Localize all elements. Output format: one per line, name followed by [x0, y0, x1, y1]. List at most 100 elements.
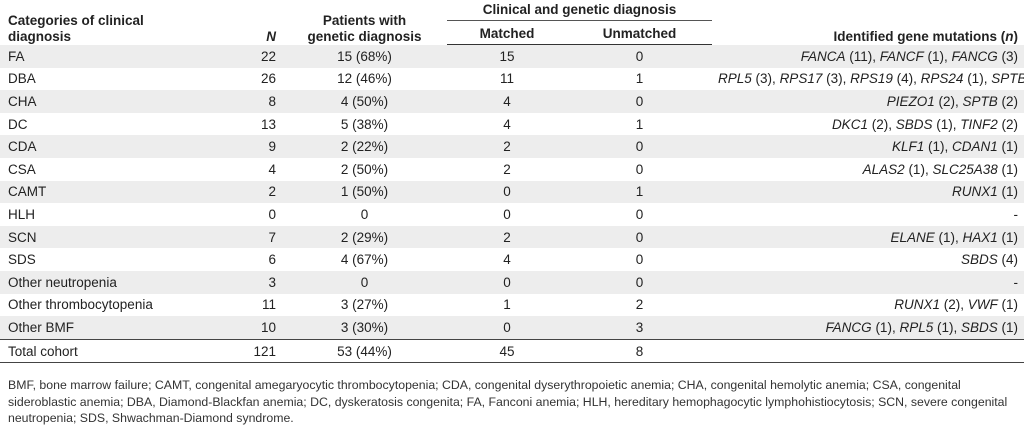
patients-cell: 12 (46%) [337, 71, 392, 87]
genes-cell: RUNX1 (1) [712, 180, 1024, 204]
gene-name: ELANE [890, 229, 935, 245]
table-row: HLH 0 0 0 0 - [0, 203, 1024, 226]
gene-count: (1) [997, 297, 1019, 313]
gene-count: (1) [997, 229, 1019, 245]
gene-count: (1), [924, 139, 952, 155]
category-cell: DBA [8, 71, 36, 87]
total-n: 121 [200, 338, 282, 364]
unmatched-cell: 0 [635, 161, 644, 177]
genes-cell: RPL5 (3), RPS17 (3), RPS19 (4), RPS24 (1… [712, 68, 1024, 91]
genes-cell: - [712, 203, 1024, 226]
patients-cell: 3 (27%) [340, 297, 389, 313]
n-cell: 4 [268, 161, 276, 177]
category-cell: CAMT [0, 180, 200, 204]
unmatched-cell: 0 [635, 206, 644, 222]
gene-name: RUNX1 [952, 184, 998, 200]
n-cell: 9 [200, 135, 282, 158]
patients-cell: 2 (22%) [282, 135, 447, 158]
header-group-clinical-genetic: Clinical and genetic diagnosis [447, 0, 713, 21]
matched-cell: 0 [447, 316, 567, 340]
n-cell: 11 [261, 297, 276, 313]
genes-cell: - [712, 270, 1024, 294]
n-cell: 22 [200, 44, 282, 68]
unmatched-cell: 0 [567, 44, 713, 68]
gene-name: PIEZO1 [886, 93, 935, 109]
matched-cell: 4 [503, 116, 511, 132]
gene-name: SLC25A38 [932, 161, 998, 177]
patients-cell: 15 (68%) [282, 44, 447, 68]
gene-count: (1), [963, 71, 992, 87]
genes-cell: RUNX1 (2), VWF (1) [712, 294, 1024, 317]
gene-count: (1) [997, 184, 1019, 200]
table-row: DC 13 5 (38%) 4 1 DKC1 (2), SBDS (1), TINF2 (… [0, 113, 1024, 136]
gene-name: HAX1 [962, 229, 998, 245]
matched-cell: 0 [447, 180, 567, 204]
gene-name: SBDS [895, 116, 933, 132]
table-row: DBA 26 12 (46%) 11 1 RPL5 (3), RPS17 (3), RPS… [0, 68, 1024, 91]
gene-name: ALAS2 [862, 161, 905, 177]
gene-name: SBDS [961, 252, 998, 268]
genes-cell: FANCA (11), FANCF (1), FANCG (3) [712, 44, 1024, 68]
category-cell: Other thrombocytopenia [8, 297, 153, 313]
genes-cell: ELANE (1), HAX1 (1) [712, 225, 1024, 249]
patients-cell: 1 (50%) [282, 180, 447, 204]
unmatched-cell: 0 [567, 270, 713, 294]
unmatched-cell: 0 [567, 135, 713, 158]
gene-count: (1) [997, 319, 1019, 335]
table-row: CAMT 2 1 (50%) 0 1 RUNX1 (1) [0, 180, 1024, 204]
matched-cell: 4 [447, 90, 567, 113]
matched-cell: 11 [499, 71, 514, 87]
gene-count: (2), [867, 116, 896, 132]
matched-cell: 1 [503, 297, 511, 313]
matched-cell: 2 [447, 135, 567, 158]
category-cell: FA [0, 44, 200, 68]
matched-cell: 0 [447, 270, 567, 294]
category-cell: Other neutropenia [0, 270, 200, 294]
total-unmatched: 8 [567, 338, 713, 364]
gene-count: (11), [845, 48, 880, 64]
table-row: CDA 9 2 (22%) 2 0 KLF1 (1), CDAN1 (1) [0, 135, 1024, 158]
category-cell: SDS [8, 252, 36, 268]
header-patients: Patients with genetic diagnosis [307, 12, 422, 44]
n-cell: 0 [268, 206, 276, 222]
table-row: Other thrombocytopenia 11 3 (27%) 1 2 RUNX1 (… [0, 294, 1024, 317]
gene-count: (1), [871, 319, 900, 335]
n-cell: 7 [200, 225, 282, 249]
gene-name: FANCG [825, 319, 872, 335]
n-cell: 13 [260, 116, 276, 132]
gene-name: RPS17 [779, 71, 823, 87]
category-cell: Other BMF [0, 316, 200, 340]
genes-cell: DKC1 (2), SBDS (1), TINF2 (2) [712, 113, 1024, 136]
gene-count: (1), [932, 116, 961, 132]
gene-count: (3), [822, 71, 851, 87]
gene-count: (1), [923, 48, 952, 64]
gene-count: (1) [997, 161, 1019, 177]
unmatched-cell: 1 [635, 71, 644, 87]
gene-count: (2), [934, 93, 963, 109]
gene-name: RPL5 [718, 71, 752, 87]
header-matched: Matched [447, 20, 567, 45]
patients-cell: 4 (50%) [282, 90, 447, 113]
gene-name: VWF [967, 297, 998, 313]
matched-cell: 15 [447, 44, 567, 68]
gene-none: - [1013, 206, 1019, 222]
gene-count: (1), [933, 319, 961, 335]
header-unmatched: Unmatched [567, 20, 713, 45]
header-row-1: Categories of clinical diagnosis N Patien… [0, 0, 1024, 44]
table-body: FA 22 15 (68%) 15 0 FANCA (11), FANCF (1), FA… [0, 44, 1024, 364]
header-category: Categories of clinical diagnosis [8, 12, 144, 44]
gene-name: SPTB [962, 93, 998, 109]
category-cell: DC [8, 116, 28, 132]
table-row: Other BMF 10 3 (30%) 0 3 FANCG (1), RPL5 (1),… [0, 316, 1024, 340]
gene-none: - [1013, 274, 1019, 290]
patients-cell: 3 (30%) [282, 316, 447, 340]
gene-count: (3), [751, 71, 780, 87]
gene-count: (3) [997, 48, 1019, 64]
genes-cell: PIEZO1 (2), SPTB (2) [712, 90, 1024, 113]
category-cell: CHA [0, 90, 200, 113]
total-matched: 45 [447, 338, 567, 364]
unmatched-cell: 1 [635, 116, 644, 132]
unmatched-cell: 3 [567, 316, 713, 340]
patients-cell: 2 (29%) [282, 225, 447, 249]
gene-count: (2), [940, 297, 968, 313]
